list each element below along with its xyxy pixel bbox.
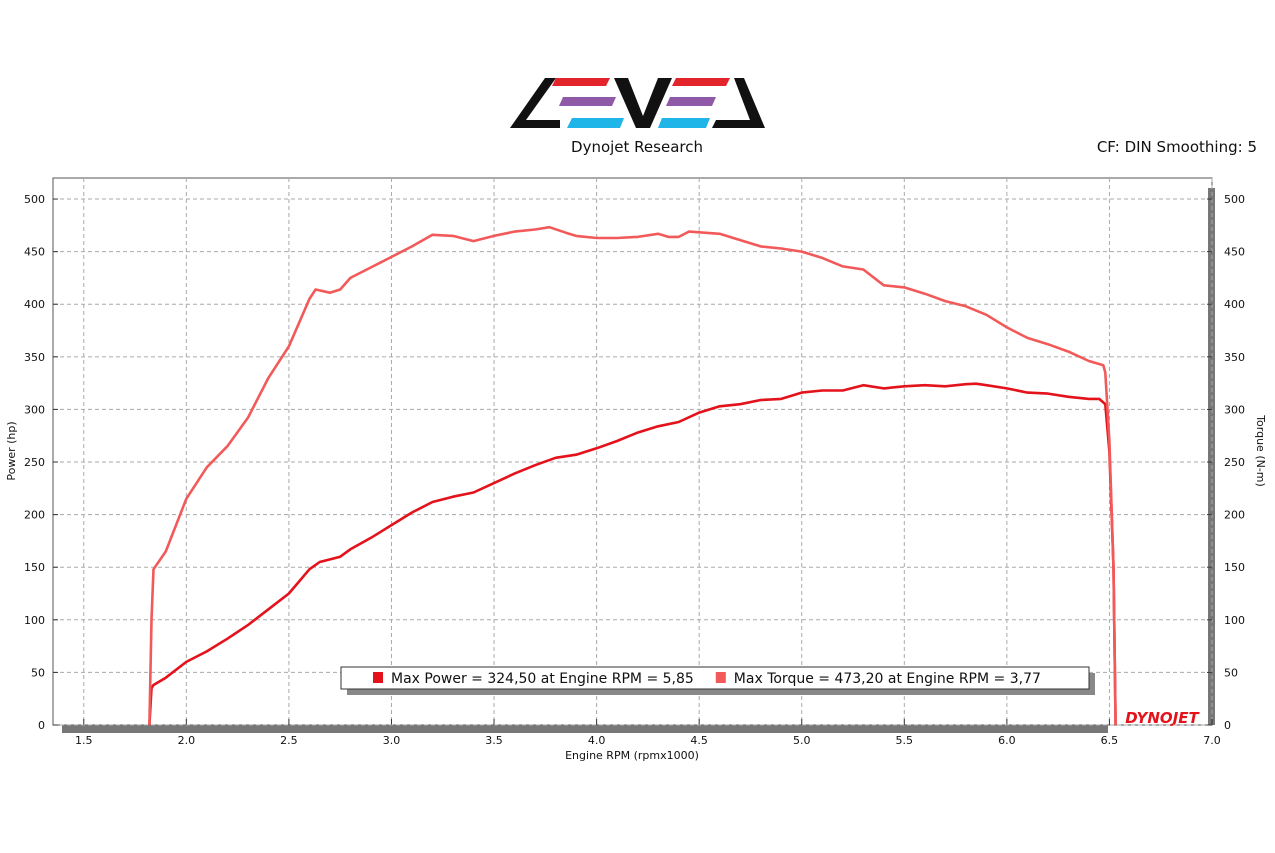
x-tick-label: 5.5 [896,734,914,747]
plot-area [52,177,1213,726]
legend-label: Max Torque = 473,20 at Engine RPM = 3,77 [734,671,1041,687]
y2-tick-label: 450 [1224,246,1245,259]
y2-tick-label: 500 [1224,193,1245,206]
y2-tick-label: 150 [1224,561,1245,574]
legend-box [340,666,1090,690]
y2-axis-label: Torque (N-m) [1254,414,1267,487]
y-tick-label: 350 [24,351,45,364]
x-tick-label: 6.0 [998,734,1016,747]
x-tick-label: 2.5 [280,734,298,747]
y-tick-label: 500 [24,193,45,206]
y-scroll-shadow [1208,188,1215,725]
y2-tick-label: 300 [1224,403,1245,416]
series-line [148,382,1117,726]
subtitle: Dynojet Research [571,138,703,156]
legend-label: Max Power = 324,50 at Engine RPM = 5,85 [391,671,694,687]
y2-tick-label: 0 [1224,719,1231,732]
legend: Max Power = 324,50 at Engine RPM = 5,85 M… [340,666,1095,695]
legend-swatch [715,672,726,683]
x-tick-label: 3.5 [485,734,503,747]
y2-tick-label: 100 [1224,614,1245,627]
y2-tick-label: 200 [1224,509,1245,522]
x-tick-label: 3.0 [383,734,401,747]
y-tick-label: 150 [24,561,45,574]
y-tick-label: 200 [24,509,45,522]
y-tick-label: 100 [24,614,45,627]
x-tick-label: 2.0 [178,734,196,747]
x-scroll-shadow [62,725,1108,733]
x-tick-label: 5.0 [793,734,811,747]
y-tick-label: 450 [24,246,45,259]
x-tick-label: 4.5 [690,734,708,747]
y2-tick-label: 400 [1224,298,1245,311]
y-tick-label: 0 [38,719,45,732]
logo [510,78,765,128]
y-tick-label: 250 [24,456,45,469]
x-axis-label: Engine RPM (rpmx1000) [565,749,699,762]
y2-tick-label: 350 [1224,351,1245,364]
x-tick-label: 4.0 [588,734,606,747]
series-line [148,225,1117,726]
y2-tick-label: 50 [1224,666,1238,679]
note: CF: DIN Smoothing: 5 [1097,138,1257,156]
y-tick-label: 50 [31,666,45,679]
y2-tick-label: 250 [1224,456,1245,469]
y-tick-label: 300 [24,403,45,416]
x-tick-label: 1.5 [75,734,93,747]
y-axis-label: Power (hp) [5,421,18,480]
x-tick-label: 6.5 [1101,734,1119,747]
y-tick-label: 400 [24,298,45,311]
brand: DYNOJET [1125,709,1200,727]
x-tick-label: 7.0 [1203,734,1221,747]
legend-swatch [373,672,383,683]
